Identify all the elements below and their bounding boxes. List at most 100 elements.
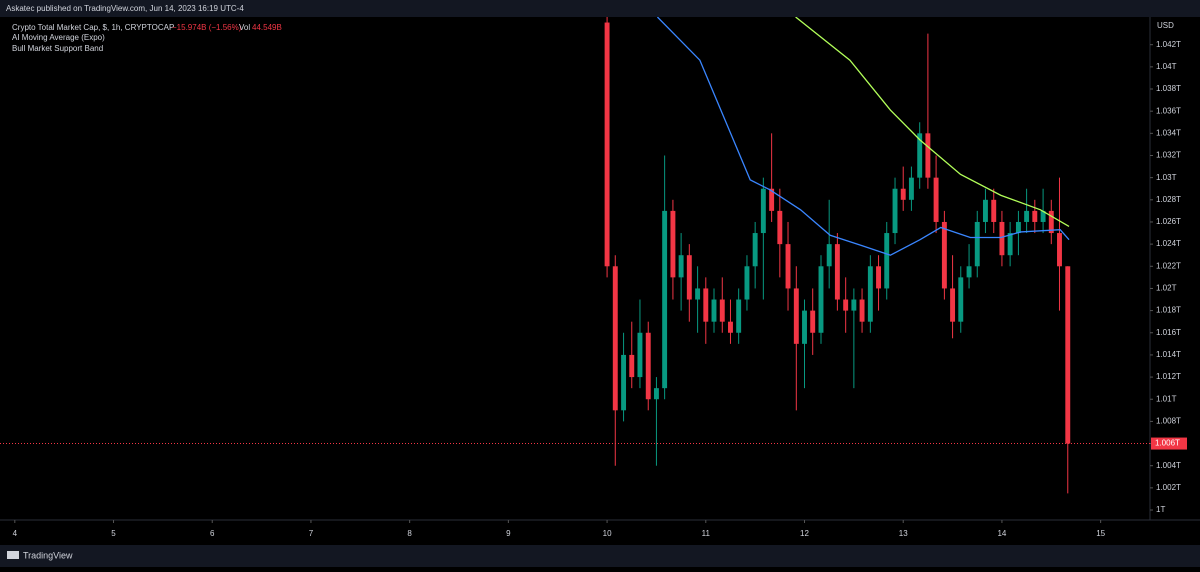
candle-body [810,310,816,333]
legend-volume-label: Vol [239,23,250,32]
candle-body [777,210,783,245]
candle-body [908,177,914,200]
candle-body [678,255,684,278]
publisher: Askatec published on TradingView.com, Ju… [6,4,244,13]
y-tick-label: 1.032T [1156,151,1181,160]
candle-body [1040,210,1046,222]
plot-area [604,17,1071,494]
x-tick-label: 7 [309,529,314,538]
candle-body [1032,210,1038,222]
candle-body [1007,233,1013,256]
candle-body [653,388,659,400]
x-tick-label: 11 [702,529,711,538]
x-tick-label: 15 [1096,529,1105,538]
candle-body [703,288,709,322]
candle-body [604,22,610,267]
legend-change: −15.974B (−1.56%) [172,23,242,32]
candle-body [892,188,898,234]
candle-body [695,288,701,300]
candle-body [728,321,733,333]
y-tick-label: 1.028T [1156,195,1181,204]
x-tick-label: 9 [506,529,511,538]
footer-bar [0,545,1200,567]
candle-body [793,288,799,344]
candle-body [670,210,676,278]
candle-body [991,199,997,222]
candle-body [637,332,643,378]
candle-body [769,188,775,211]
x-tick-label: 6 [210,529,215,538]
y-tick-label: 1.038T [1156,84,1181,93]
candle-body [982,199,988,222]
y-tick-label: 1.002T [1156,483,1181,492]
candle-body [785,244,791,289]
legend-entry: AI Moving Average (Expo) [12,33,105,42]
indicator-line [795,17,1070,227]
y-tick-label: 1.01T [1156,394,1177,403]
candle-body [802,310,807,344]
y-tick-label: 1.022T [1156,261,1181,270]
candle-body [999,221,1005,256]
candle-body [843,299,849,311]
candle-body [925,133,931,178]
candle-body [900,188,906,200]
y-axis-label: USD [1157,21,1174,30]
candle-body [966,266,972,278]
legend-volume: 44.549B [252,23,282,32]
candle-body [752,233,758,267]
candle-body [760,188,766,234]
y-tick-label: 1.008T [1156,417,1181,426]
candle-body [686,255,692,300]
last-price-label: 1.006T [1155,439,1180,448]
candle-body [958,277,964,322]
candle-body [834,244,840,300]
candle-body [621,354,627,411]
y-tick-label: 1.018T [1156,306,1181,315]
legend-title: Crypto Total Market Cap, $, 1h, CRYPTOCA… [12,23,174,32]
legend-entry: Bull Market Support Band [12,44,103,53]
y-tick-label: 1.024T [1156,239,1181,248]
y-tick-label: 1.02T [1156,284,1177,293]
last-price-tag [1151,437,1187,450]
candle-body [719,299,725,322]
y-tick-label: 1.034T [1156,128,1181,137]
y-tick-label: 1.04T [1156,62,1177,71]
brand-logo [7,551,19,559]
y-tick-label: 1T [1156,505,1165,514]
y-tick-label: 1.004T [1156,461,1181,470]
x-tick-label: 13 [899,529,908,538]
y-tick-label: 1.014T [1156,350,1181,359]
candle-body [851,299,857,311]
candle-body [867,266,873,322]
candle-body [1015,221,1021,234]
candle-body [612,266,618,411]
candle-body [1065,266,1071,444]
candle-body [917,133,923,178]
candle-body [826,244,832,267]
candle-body [818,266,824,333]
candle-body [662,210,668,389]
y-tick-label: 1.012T [1156,372,1181,381]
y-tick-label: 1.026T [1156,217,1181,226]
y-tick-label: 1.03T [1156,173,1177,182]
candle-body [744,266,750,300]
candle-body [933,177,939,222]
candle-body [645,332,651,400]
indicator-line [656,17,1070,256]
x-tick-label: 5 [111,529,116,538]
candle-body [711,299,717,322]
brand: TradingView [23,550,73,560]
candle-body [950,288,956,322]
candle-body [736,299,742,333]
candle-body [974,221,980,267]
header-bar [0,0,1200,17]
candle-body [941,221,947,289]
x-tick-label: 10 [603,529,612,538]
candle-body [1024,210,1030,222]
candle-body [884,233,890,289]
x-tick-label: 4 [13,529,18,538]
y-tick-label: 1.042T [1156,40,1181,49]
y-tick-label: 1.036T [1156,106,1181,115]
